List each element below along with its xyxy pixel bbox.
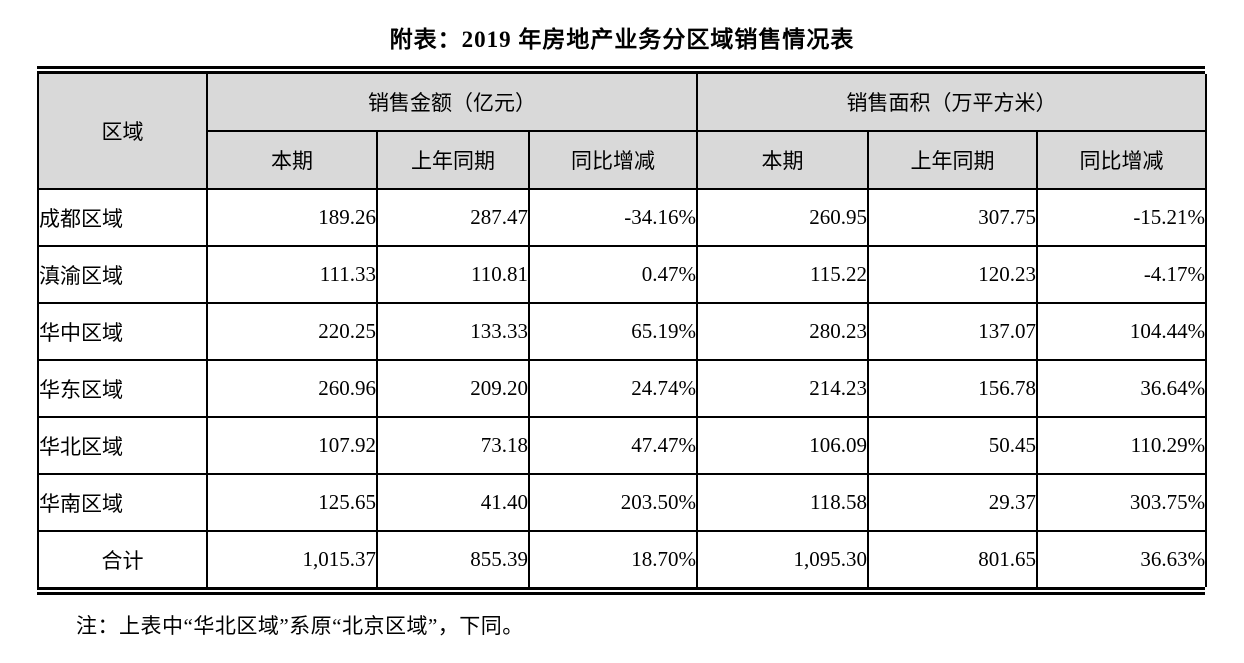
value-cell: 220.25 [206,302,378,361]
value-cell: 137.07 [867,302,1039,361]
value-cell: -15.21% [1036,188,1208,247]
value-cell: 209.20 [376,359,530,418]
region-cell: 华北区域 [37,416,208,475]
value-cell: 303.75% [1036,473,1208,532]
value-cell: 1,095.30 [696,530,870,587]
value-cell: 260.95 [696,188,870,247]
value-cell: 110.81 [376,245,530,304]
column-header-amount-prior: 上年同期 [376,130,530,190]
column-header-amount-current: 本期 [206,130,378,190]
column-header-area-current: 本期 [696,130,870,190]
value-cell: 203.50% [527,473,699,532]
value-cell: 111.33 [206,245,378,304]
table-row: 华中区域 220.25 133.33 65.19% 280.23 137.07 … [37,302,1208,361]
value-cell: 855.39 [376,530,530,587]
value-cell: 125.65 [206,473,378,532]
table-row: 滇渝区域 111.33 110.81 0.47% 115.22 120.23 -… [37,245,1208,304]
value-cell: 280.23 [696,302,870,361]
value-cell: 36.63% [1036,530,1208,587]
region-cell: 合计 [37,530,208,587]
value-cell: 110.29% [1036,416,1208,475]
value-cell: 24.74% [527,359,699,418]
top-double-rule [37,66,1205,74]
value-cell: 307.75 [867,188,1039,247]
region-cell: 华东区域 [37,359,208,418]
header-row-groups: 区域 销售金额（亿元） 销售面积（万平方米） [37,74,1208,190]
value-cell: 156.78 [867,359,1039,418]
header-row-subcolumns: 本期 上年同期 同比增减 本期 上年同期 同比增减 [38,130,1208,190]
column-header-area-prior: 上年同期 [867,130,1039,190]
value-cell: 260.96 [206,359,378,418]
table-row: 成都区域 189.26 287.47 -34.16% 260.95 307.75… [37,188,1208,247]
footnote: 注：上表中“华北区域”系原“北京区域”，下同。 [76,614,524,638]
column-group-sales-area: 销售面积（万平方米） [696,74,1208,132]
value-cell: 1,015.37 [206,530,378,587]
value-cell: 214.23 [696,359,870,418]
value-cell: 801.65 [867,530,1039,587]
column-header-amount-yoy: 同比增减 [527,130,699,190]
value-cell: 41.40 [376,473,530,532]
value-cell: 133.33 [376,302,530,361]
value-cell: 73.18 [376,416,530,475]
value-cell: 36.64% [1036,359,1208,418]
value-cell: 106.09 [696,416,870,475]
table-title: 附表：2019 年房地产业务分区域销售情况表 [389,27,855,52]
value-cell: 65.19% [527,302,699,361]
value-cell: 50.45 [867,416,1039,475]
table-row: 华北区域 107.92 73.18 47.47% 106.09 50.45 11… [37,416,1208,475]
table-container: 区域 销售金额（亿元） 销售面积（万平方米） 本期 上年同期 同比增减 本期 上… [37,66,1208,595]
sales-table: 区域 销售金额（亿元） 销售面积（万平方米） 本期 上年同期 同比增减 本期 上… [37,74,1208,587]
region-cell: 华南区域 [37,473,208,532]
table-row: 华南区域 125.65 41.40 203.50% 118.58 29.37 3… [37,473,1208,532]
region-cell: 成都区域 [37,188,208,247]
value-cell: 18.70% [527,530,699,587]
column-group-sales-amount: 销售金额（亿元） [205,74,699,132]
bottom-double-rule [37,587,1205,595]
column-header-area-yoy: 同比增减 [1036,130,1208,190]
table-row: 华东区域 260.96 209.20 24.74% 214.23 156.78 … [37,359,1208,418]
value-cell: 115.22 [696,245,870,304]
region-cell: 滇渝区域 [37,245,208,304]
table-row-total: 合计 1,015.37 855.39 18.70% 1,095.30 801.6… [37,530,1208,587]
value-cell: 104.44% [1036,302,1208,361]
value-cell: 47.47% [527,416,699,475]
value-cell: 189.26 [206,188,378,247]
value-cell: 120.23 [867,245,1039,304]
region-cell: 华中区域 [37,302,208,361]
value-cell: -4.17% [1036,245,1208,304]
value-cell: 118.58 [696,473,870,532]
value-cell: -34.16% [527,188,699,247]
table-body: 成都区域 189.26 287.47 -34.16% 260.95 307.75… [37,188,1208,587]
column-header-region: 区域 [37,74,208,190]
value-cell: 287.47 [376,188,530,247]
value-cell: 107.92 [206,416,378,475]
table-header: 区域 销售金额（亿元） 销售面积（万平方米） 本期 上年同期 同比增减 本期 上… [37,74,1208,190]
value-cell: 0.47% [527,245,699,304]
value-cell: 29.37 [867,473,1039,532]
